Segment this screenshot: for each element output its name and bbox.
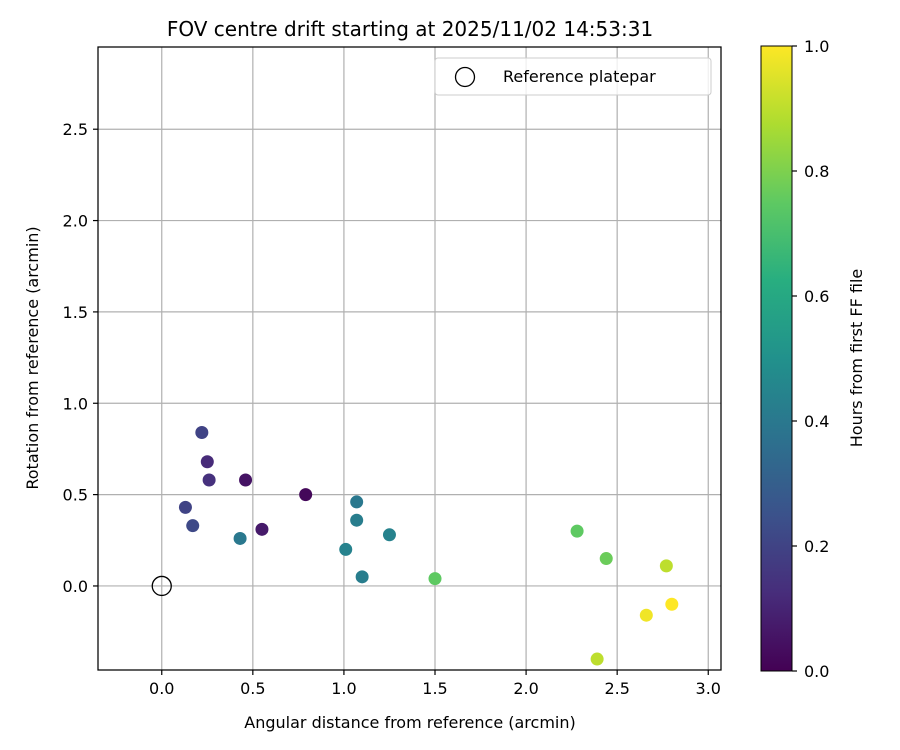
x-tick-label: 2.5 bbox=[604, 679, 629, 698]
y-tick-label: 1.0 bbox=[63, 394, 88, 413]
x-tick-label: 3.0 bbox=[696, 679, 721, 698]
colorbar-label: Hours from first FF file bbox=[847, 269, 866, 448]
legend-box bbox=[434, 57, 712, 96]
data-point bbox=[599, 552, 613, 566]
data-point bbox=[355, 570, 369, 584]
y-axis: 0.0 0.5 1.0 1.5 2.0 2.5 bbox=[63, 120, 98, 596]
data-point bbox=[178, 500, 192, 514]
data-point bbox=[350, 513, 364, 527]
plot-frame bbox=[97, 46, 722, 671]
x-tick-label: 1.5 bbox=[422, 679, 447, 698]
data-point bbox=[382, 528, 396, 542]
x-tick-label: 2.0 bbox=[513, 679, 538, 698]
colorbar-tick-label: 0.0 bbox=[804, 662, 829, 681]
colorbar-tick-label: 1.0 bbox=[804, 37, 829, 56]
y-tick-label: 1.5 bbox=[63, 303, 88, 322]
y-tick-label: 2.0 bbox=[63, 212, 88, 231]
y-axis-label: Rotation from reference (arcmin) bbox=[23, 226, 42, 489]
data-point bbox=[665, 597, 679, 611]
y-tick-label: 2.5 bbox=[63, 120, 88, 139]
data-point bbox=[200, 455, 214, 469]
colorbar-ticks: 0.0 0.2 0.4 0.6 0.8 1.0 bbox=[792, 37, 829, 681]
data-point bbox=[195, 425, 209, 439]
data-point bbox=[299, 488, 313, 502]
data-point bbox=[590, 652, 604, 666]
colorbar-tick-label: 0.8 bbox=[804, 162, 829, 181]
data-point bbox=[428, 572, 442, 586]
legend-marker-reference bbox=[454, 66, 476, 88]
x-axis: 0.0 0.5 1.0 1.5 2.0 2.5 3.0 bbox=[149, 670, 721, 698]
colorbar-tick-label: 0.6 bbox=[804, 287, 829, 306]
data-point bbox=[186, 519, 200, 533]
data-points bbox=[151, 425, 679, 666]
x-tick-label: 0.0 bbox=[149, 679, 174, 698]
colorbar-gradient bbox=[760, 45, 793, 672]
y-tick-label: 0.5 bbox=[63, 486, 88, 505]
colorbar-tick-label: 0.4 bbox=[804, 412, 829, 431]
data-point bbox=[639, 608, 653, 622]
data-point bbox=[255, 522, 269, 536]
colorbar-tick-label: 0.2 bbox=[804, 537, 829, 556]
legend: Reference platepar bbox=[434, 57, 712, 96]
x-axis-label: Angular distance from reference (arcmin) bbox=[244, 713, 575, 732]
reference-point bbox=[151, 575, 172, 597]
data-point bbox=[659, 559, 673, 573]
data-point bbox=[239, 473, 253, 487]
chart-title: FOV centre drift starting at 2025/11/02 … bbox=[167, 17, 653, 41]
grid bbox=[98, 47, 721, 670]
legend-label: Reference platepar bbox=[503, 67, 656, 86]
x-tick-label: 0.5 bbox=[240, 679, 265, 698]
data-point bbox=[350, 495, 364, 509]
colorbar: 0.0 0.2 0.4 0.6 0.8 1.0 Hours from first FF f… bbox=[760, 37, 866, 681]
data-point bbox=[570, 524, 584, 538]
data-point bbox=[233, 531, 247, 545]
y-tick-label: 0.0 bbox=[63, 577, 88, 596]
data-point bbox=[202, 473, 216, 487]
data-point bbox=[339, 542, 353, 556]
x-tick-label: 1.0 bbox=[331, 679, 356, 698]
